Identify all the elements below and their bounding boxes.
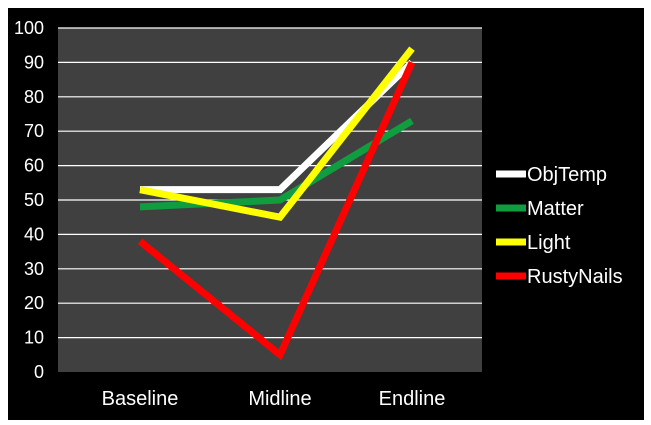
- y-tick-label: 0: [34, 362, 44, 382]
- x-axis-category-labels: Baseline Midline Endline: [102, 388, 446, 410]
- series-lines: [137, 46, 416, 361]
- y-tick-label: 90: [24, 52, 44, 72]
- y-tick-label: 100: [14, 18, 44, 38]
- y-tick-label: 80: [24, 87, 44, 107]
- legend-label: ObjTemp: [527, 164, 607, 186]
- y-tick-label: 70: [24, 121, 44, 141]
- x-category-label: Baseline: [102, 388, 179, 410]
- legend-label: RustyNails: [527, 266, 623, 288]
- legend-item-matter: Matter: [496, 198, 584, 220]
- legend-item-light: Light: [496, 232, 571, 254]
- legend-label: Matter: [527, 198, 584, 220]
- gridlines: [58, 27, 482, 339]
- x-category-label: Midline: [248, 388, 311, 410]
- y-tick-label: 40: [24, 224, 44, 244]
- y-axis-tick-labels: 0 10 20 30 40 50 60 70 80 90 100: [14, 18, 44, 382]
- y-tick-label: 30: [24, 259, 44, 279]
- y-tick-label: 10: [24, 328, 44, 348]
- y-tick-label: 20: [24, 293, 44, 313]
- legend-item-rustynails: RustyNails: [496, 266, 623, 288]
- legend-item-objtemp: ObjTemp: [496, 164, 607, 186]
- legend-label: Light: [527, 232, 571, 254]
- y-tick-label: 60: [24, 156, 44, 176]
- x-category-label: Endline: [379, 388, 446, 410]
- legend: ObjTemp Matter Light RustyNails: [496, 164, 623, 288]
- y-tick-label: 50: [24, 190, 44, 210]
